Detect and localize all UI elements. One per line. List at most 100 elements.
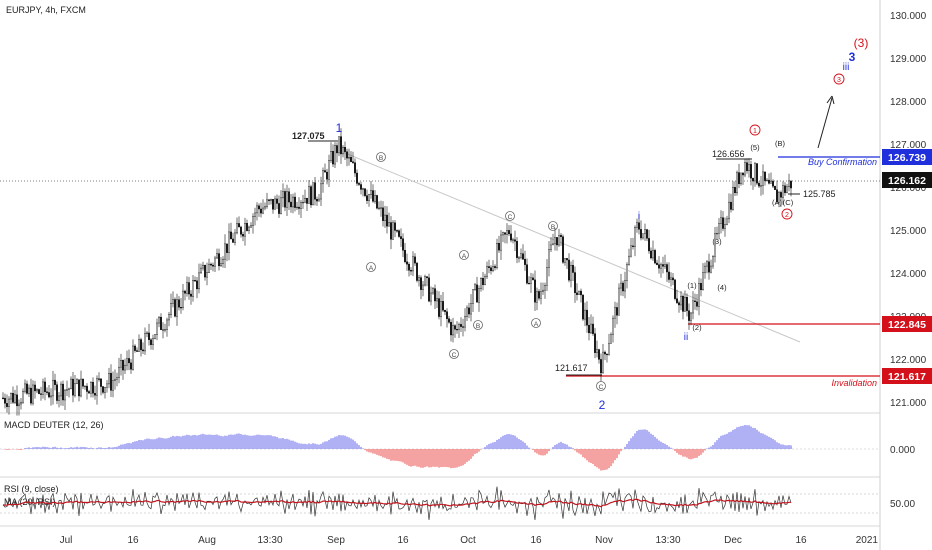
- candle-body: [213, 257, 216, 267]
- candle-body: [239, 226, 242, 235]
- candle: [93, 385, 96, 400]
- candle: [274, 195, 277, 210]
- candle-body: [87, 391, 90, 394]
- circle-marker: [473, 320, 483, 330]
- macd-bar: [538, 449, 540, 455]
- macd-bar: [716, 440, 718, 449]
- candle-body: [193, 280, 196, 282]
- candle-body: [790, 180, 793, 189]
- macd-bar: [742, 425, 744, 449]
- candle-body: [382, 207, 385, 221]
- candle-body: [376, 195, 379, 209]
- candle: [432, 286, 435, 295]
- candle-body: [77, 379, 80, 397]
- candle: [221, 256, 224, 268]
- candle-body: [191, 280, 194, 297]
- candle: [101, 385, 104, 395]
- candle-body: [654, 250, 657, 264]
- candle: [634, 225, 637, 257]
- candle-body: [256, 205, 259, 214]
- candle: [638, 214, 641, 235]
- candle: [278, 195, 281, 218]
- candle: [390, 216, 393, 250]
- candle: [300, 200, 303, 219]
- macd-bar: [190, 435, 192, 449]
- candle-body: [574, 272, 577, 294]
- candle-body: [223, 243, 226, 260]
- candle: [38, 388, 41, 395]
- level-label-126656: 126.656: [712, 149, 745, 159]
- candle: [264, 202, 267, 211]
- macd-bar: [246, 435, 248, 449]
- macd-bar: [772, 438, 774, 449]
- candle: [374, 190, 377, 204]
- candle: [784, 182, 787, 196]
- time-axis[interactable]: Jul 16 Aug 13:30 Sep 16 Oct 16 Nov 13:30…: [60, 535, 879, 546]
- macd-bar: [402, 449, 404, 463]
- candle: [632, 237, 635, 250]
- candle-body: [738, 172, 741, 185]
- macd-bar: [72, 447, 74, 449]
- candle: [288, 187, 291, 211]
- candle-body: [362, 188, 365, 190]
- macd-bar: [638, 429, 640, 449]
- candle: [578, 290, 581, 296]
- candle: [227, 223, 230, 261]
- macd-bar: [18, 449, 20, 450]
- candle-body: [151, 338, 154, 345]
- candle-body: [143, 333, 146, 352]
- candle: [738, 163, 741, 189]
- macd-bar: [464, 449, 466, 464]
- candle-body: [700, 283, 703, 291]
- price-tick: 127.000: [890, 140, 927, 151]
- macd-bar: [596, 449, 598, 468]
- candle: [77, 379, 80, 402]
- macd-bar: [580, 449, 582, 455]
- candle-body: [384, 214, 387, 221]
- candle-body: [702, 272, 705, 291]
- candle: [97, 372, 100, 382]
- macd-bar: [270, 435, 272, 449]
- macd-bar: [436, 449, 438, 467]
- candle: [686, 293, 689, 317]
- candle-body: [338, 136, 341, 154]
- candle: [209, 262, 212, 270]
- trend-line[interactable]: [337, 149, 801, 343]
- candle-body: [50, 395, 53, 398]
- macd-bar: [326, 441, 328, 449]
- macd-bar: [78, 447, 80, 449]
- candle-body: [179, 307, 182, 309]
- macd-bar: [444, 449, 446, 467]
- candle: [712, 255, 715, 269]
- candle: [520, 248, 523, 260]
- candle: [458, 322, 461, 338]
- candle: [314, 176, 317, 206]
- macd-bar: [422, 449, 424, 468]
- candle: [135, 347, 138, 352]
- candle: [564, 258, 567, 266]
- macd-bar: [694, 449, 696, 459]
- candle: [350, 151, 353, 163]
- candle-body: [418, 277, 421, 281]
- price-tick: 121.000: [890, 398, 927, 409]
- candle-body: [360, 184, 363, 190]
- macd-bar: [106, 447, 108, 449]
- candle-body: [211, 264, 214, 267]
- candle-body: [330, 150, 333, 161]
- candle-body: [718, 223, 721, 234]
- macd-bar: [758, 431, 760, 449]
- candle: [446, 308, 449, 328]
- macd-bar: [782, 444, 784, 449]
- candle: [422, 280, 425, 297]
- candle-body: [528, 282, 531, 285]
- macd-bar: [234, 434, 236, 449]
- macd-bar: [46, 447, 48, 449]
- macd-bar: [430, 449, 432, 468]
- macd-bar: [562, 443, 564, 449]
- candle-body: [750, 164, 753, 179]
- candle-body: [282, 191, 285, 199]
- candle: [546, 259, 549, 291]
- candle: [482, 271, 485, 291]
- candle-body: [610, 334, 613, 344]
- price-axis[interactable]: 130.000 129.000 128.000 127.000 126.000 …: [890, 11, 927, 409]
